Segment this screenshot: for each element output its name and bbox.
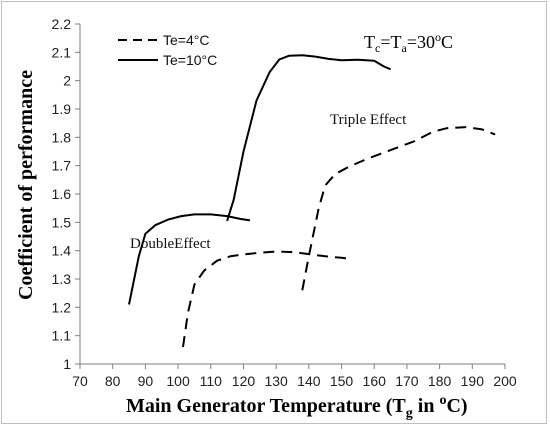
annotation-triple-effect: Triple Effect [330,112,407,128]
legend-label-te10: Te=10°C [163,52,217,68]
y-tick-label: 1.7 [52,158,72,174]
x-tick-label: 170 [395,373,419,389]
x-tick-label: 140 [297,373,321,389]
x-tick-label: 130 [264,373,288,389]
y-axis-title: Coefficient of performance [15,70,37,300]
x-tick-label: 200 [493,373,517,389]
y-tick-label: 2.1 [52,44,72,60]
x-axis-title: Main Generator Temperature (Tg in oC) [126,393,468,421]
x-tick-label: 160 [363,373,387,389]
y-tick-label: 1.5 [52,214,72,230]
y-tick-label: 1.2 [52,299,72,315]
legend: Te=4°C Te=10°C [118,32,217,68]
plot-area [80,24,505,364]
y-tick-label: 1.4 [52,243,72,259]
x-tick-label: 120 [232,373,256,389]
series-layer [128,54,496,348]
x-tick-label: 80 [105,373,121,389]
x-tick-label: 180 [428,373,452,389]
series-line-te4-curve-1 [182,250,352,348]
x-tick-label: 190 [461,373,485,389]
x-tick-label: 70 [72,373,88,389]
y-tick-label: 1.3 [52,271,72,287]
series-line-te10-curve-2 [226,54,391,222]
axes: 70 80 90 100 110 120 130 140 150 160 170 180 190 200 1… [52,16,517,389]
y-tick-label: 2 [63,73,71,89]
x-tick-label: 110 [200,373,223,389]
x-tick-label: 100 [166,373,190,389]
series-line-te4-curve-2 [301,126,496,291]
plot-background [80,24,505,364]
y-tick-label: 1.8 [52,129,72,145]
y-tick-label: 1.1 [52,328,72,344]
legend-label-te4: Te=4°C [163,32,209,48]
y-tick-label: 1 [63,356,71,372]
x-tick-label: 150 [330,373,354,389]
condition-label: Tc=Ta=30oC [364,30,453,55]
y-tick-label: 1.6 [52,186,72,202]
y-tick-label: 1.9 [52,101,72,117]
x-tick-label: 90 [138,373,154,389]
annotation-double-effect: DoubleEffect [130,236,211,252]
y-tick-label: 2.2 [52,16,72,32]
series-line-te10-curve-1 [128,213,251,305]
